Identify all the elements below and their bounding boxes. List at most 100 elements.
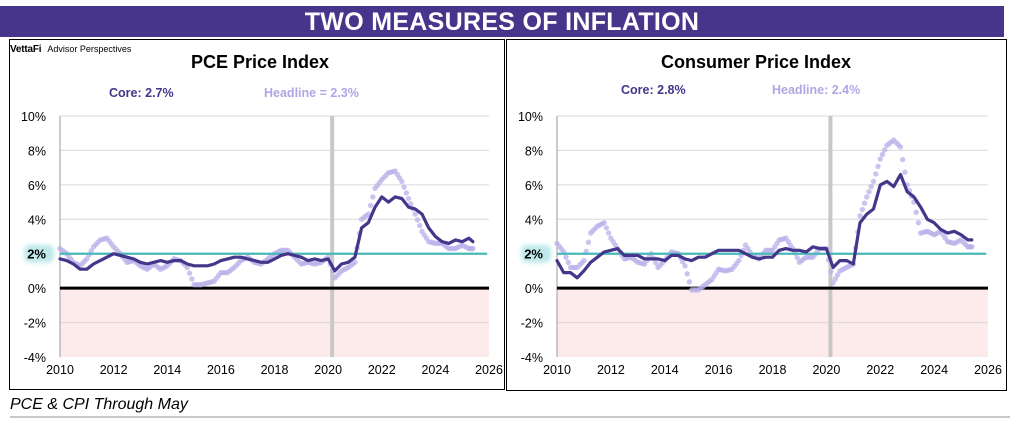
cpi-headline-point (864, 194, 870, 200)
cpi-target-tick-highlight (521, 244, 551, 263)
pce-x-tick-label: 2024 (421, 363, 449, 377)
cpi-y-tick-label: 2% (524, 247, 543, 262)
pce-y-tick-label: 10% (21, 110, 46, 124)
pce-headline-point (84, 256, 90, 262)
pce-headline-point (189, 276, 195, 282)
cpi-x-tick-label: 2010 (543, 363, 571, 377)
cpi-headline-point (830, 280, 836, 286)
pce-headline-point (414, 217, 421, 223)
pce-x-tick-label: 2014 (153, 363, 181, 377)
cpi-y-tick-label: -2% (521, 317, 543, 331)
cpi-headline-point (794, 255, 800, 261)
page-banner-title: TWO MEASURES OF INFLATION (0, 6, 1004, 37)
footer-divider (10, 416, 1010, 418)
cpi-headline-point (834, 272, 841, 278)
cpi-headline-point (653, 260, 659, 266)
cpi-headline-point (601, 220, 607, 226)
pce-x-tick-label: 2026 (475, 363, 503, 377)
cpi-x-tick-label: 2020 (812, 363, 840, 377)
cpi-headline-legend: Headline: 2.4% (772, 83, 861, 97)
cpi-x-tick-label: 2018 (759, 363, 787, 377)
pce-y-tick-label: -2% (24, 317, 46, 331)
cpi-headline-point (915, 220, 922, 226)
pce-chart: -4% -2% 0% 2% 4% 6% 8% 10% 2010 2012 2014 2016 2018 2… (21, 110, 503, 377)
cpi-headline-point (686, 279, 693, 285)
cpi-headline-point (585, 239, 592, 245)
cpi-headline-point (861, 200, 868, 206)
pce-x-tick-label: 2020 (314, 363, 342, 377)
cpi-headline-point (882, 147, 888, 153)
cpi-headline-point (969, 244, 975, 250)
cpi-chart-title: Consumer Price Index (660, 52, 852, 72)
pce-x-tick-label: 2016 (207, 363, 235, 377)
cpi-headline-point (859, 206, 865, 213)
cpi-x-tick-label: 2026 (974, 363, 1002, 377)
pce-headline-point (352, 259, 358, 266)
brand-sub: Advisor Perspectives (47, 44, 132, 54)
footer-note: PCE & CPI Through May (10, 396, 188, 413)
cpi-headline-point (866, 189, 872, 195)
pce-headline-point (412, 211, 418, 217)
pce-headline-point (184, 264, 191, 271)
cpi-x-tick-label: 2012 (597, 363, 625, 377)
cpi-headline-point (684, 271, 690, 277)
cpi-x-tick-label: 2024 (920, 363, 948, 377)
pce-x-tick-label: 2012 (100, 363, 128, 377)
pce-y-tick-label: 0% (28, 282, 46, 296)
cpi-headline-point (897, 144, 904, 150)
pce-headline-point (367, 202, 374, 209)
cpi-headline-point (828, 268, 834, 275)
cpi-core-legend: Core: 2.8% (621, 83, 686, 97)
cpi-headline-point (563, 254, 569, 260)
cpi-x-tick-label: 2014 (651, 363, 679, 377)
pce-core-legend: Core: 2.7% (109, 86, 174, 100)
pce-headline-point (399, 178, 405, 185)
cpi-headline-point (680, 259, 686, 265)
cpi-headline-point (868, 183, 874, 190)
cpi-headline-point (605, 230, 612, 236)
pce-x-tick-label: 2022 (368, 363, 396, 377)
pce-headline-point (401, 184, 407, 190)
cpi-headline-point (565, 259, 571, 266)
cpi-headline-point (857, 213, 863, 219)
cpi-y-tick-label: 0% (525, 282, 543, 296)
pce-y-tick-label: 6% (28, 179, 46, 193)
cpi-headline-point (873, 171, 879, 177)
cpi-headline-point (581, 257, 587, 264)
cpi-y-tick-label: 10% (518, 110, 543, 124)
cpi-y-tick-label: 6% (525, 179, 543, 193)
cpi-y-tick-label: 4% (525, 213, 543, 227)
pce-headline-point (470, 245, 476, 252)
pce-chart-title: PCE Price Index (190, 52, 330, 72)
cpi-chart: -4% -2% 0% 2% 4% 6% 8% 10% 2010 2012 2014 2016 2018 2… (518, 110, 1002, 377)
cpi-headline-point (877, 156, 883, 162)
pce-target-tick-highlight (24, 244, 54, 263)
cpi-headline-point (682, 263, 688, 269)
brand-name: VettaFi (10, 44, 42, 55)
pce-headline-legend: Headline = 2.3% (264, 86, 359, 100)
cpi-core-line (555, 172, 974, 280)
pce-headline-point (403, 190, 410, 196)
pce-headline-point (408, 201, 414, 207)
pce-core-line (58, 195, 475, 273)
cpi-headline-point (603, 225, 610, 231)
pce-x-tick-label: 2018 (261, 363, 289, 377)
cpi-headline-point (736, 257, 742, 264)
cpi-x-tick-label: 2022 (866, 363, 894, 377)
cpi-headline-point (875, 163, 881, 170)
pce-y-tick-label: -4% (24, 351, 46, 365)
pce-y-tick-label: 4% (28, 213, 46, 227)
cpi-y-tick-label: -4% (521, 351, 543, 365)
pce-headline-point (370, 194, 376, 200)
cpi-headline-point (902, 169, 908, 175)
cpi-x-tick-label: 2016 (705, 363, 733, 377)
pce-headline-point (88, 248, 94, 254)
cpi-headline-point (870, 178, 877, 185)
pce-headline-point (417, 222, 423, 229)
cpi-headline-point (832, 276, 839, 282)
brand-logo: VettaFi Advisor Perspectives (10, 44, 131, 55)
pce-y-tick-label: 2% (27, 247, 46, 262)
pce-x-tick-label: 2010 (46, 363, 74, 377)
cpi-headline-point (879, 151, 886, 158)
